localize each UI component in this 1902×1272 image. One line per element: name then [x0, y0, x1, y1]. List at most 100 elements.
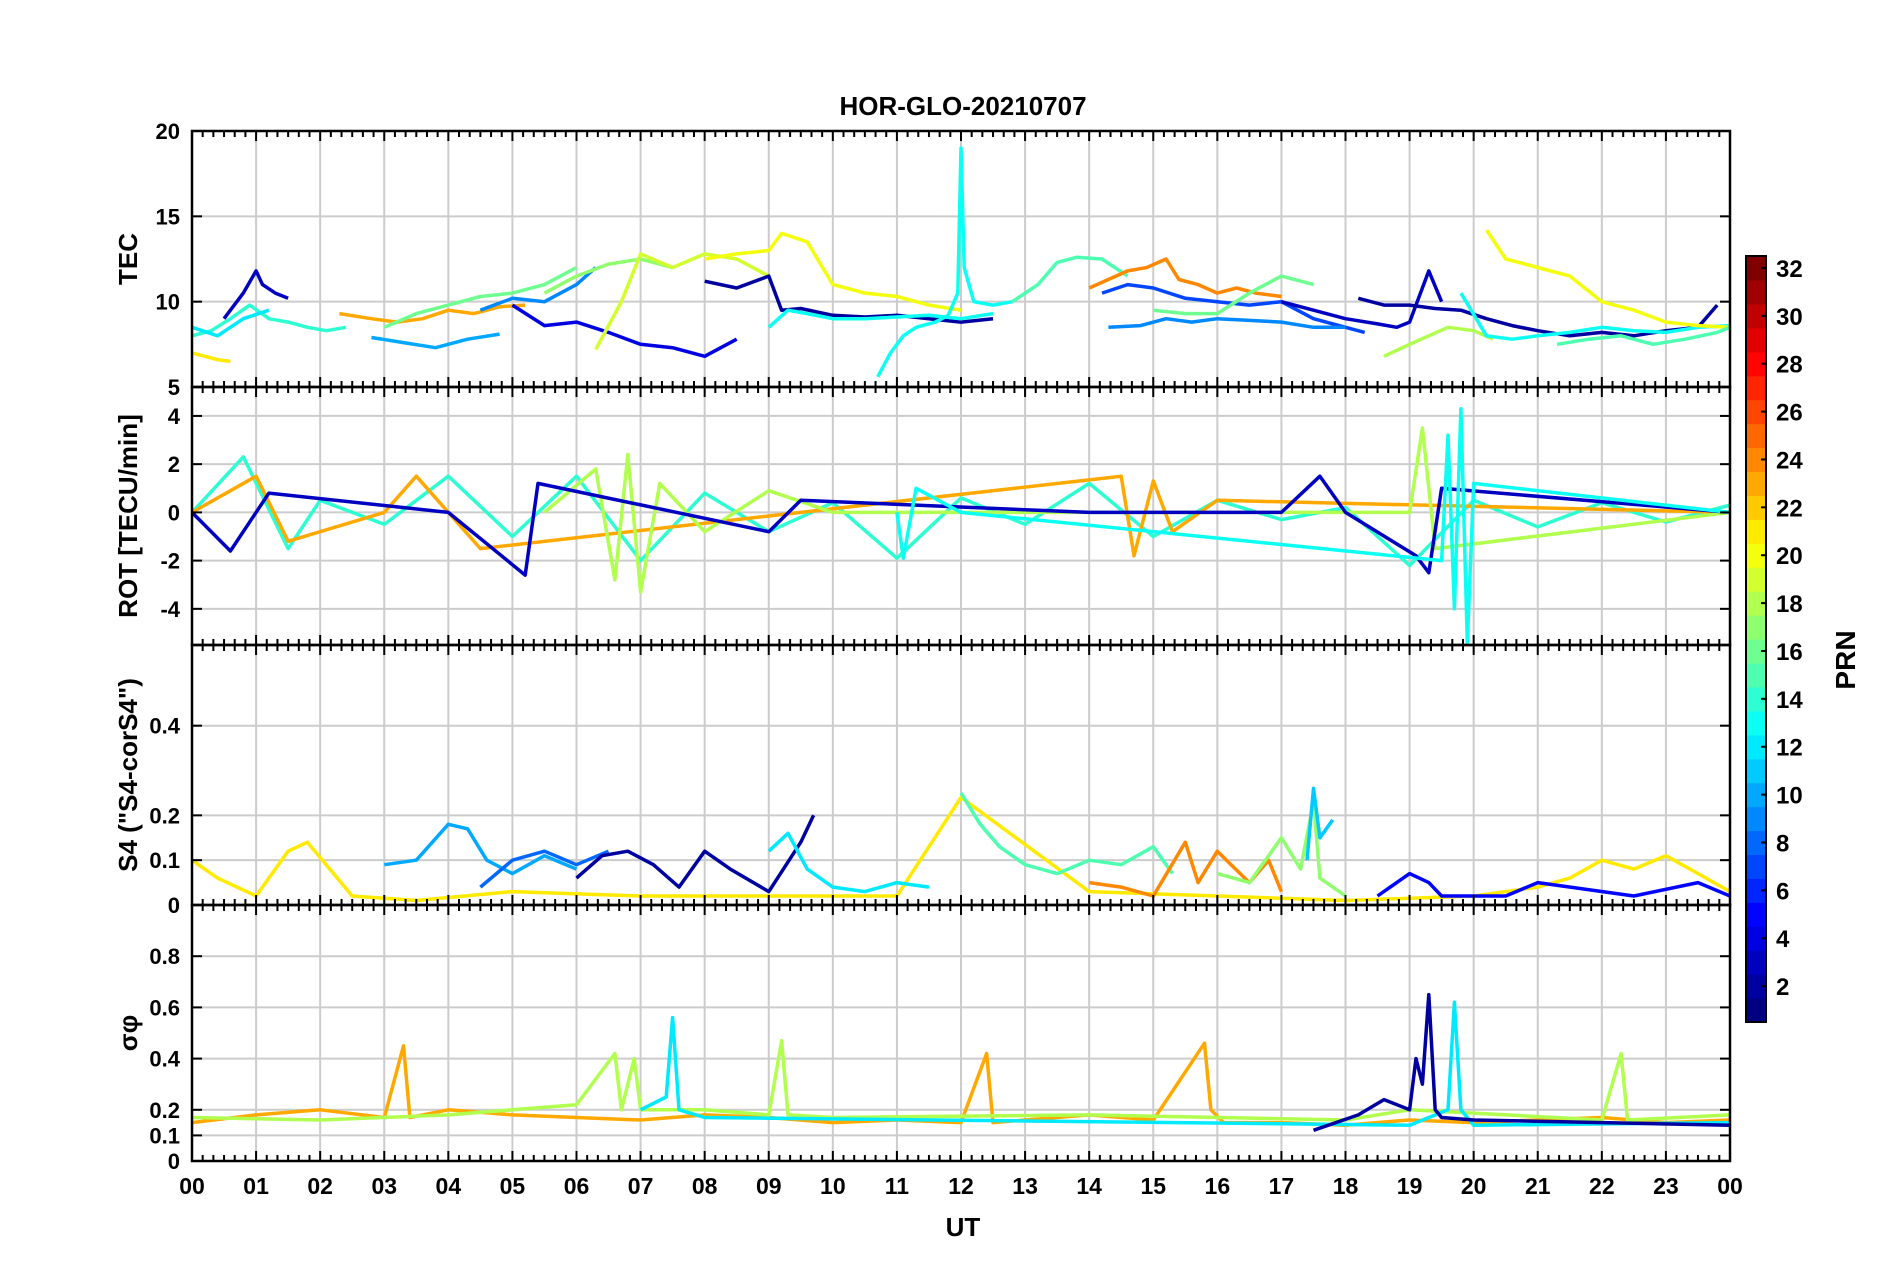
y-tick-label: 0.1: [149, 848, 180, 873]
y-axis-label: σφ: [113, 1015, 143, 1051]
series-line-prn-10: [371, 332, 500, 350]
y-tick-label: 0.4: [149, 1047, 180, 1072]
colorbar-tick-label: 20: [1776, 543, 1803, 570]
y-tick-label: 0: [168, 1149, 180, 1174]
series-line-prn-2: [1312, 992, 1730, 1132]
series-line-prn-13: [1459, 292, 1730, 341]
colorbar-segment: [1746, 375, 1766, 401]
y-axis-label: TEC: [113, 233, 143, 285]
x-axis-label: UT: [946, 1212, 981, 1242]
colorbar-segment: [1746, 543, 1766, 568]
series-line-prn-13: [876, 146, 1013, 378]
colorbar-segment: [1746, 782, 1766, 808]
colorbar-segment: [1746, 279, 1766, 305]
colorbar-segment: [1746, 854, 1766, 879]
y-tick-label: 10: [156, 290, 180, 315]
series-line-prn-9: [1108, 316, 1346, 330]
panel-tec: 5 10 15 20 TEC: [113, 119, 1732, 400]
series-line-prn-4: [511, 303, 738, 359]
series-line-prn-20: [1485, 229, 1730, 330]
colorbar-segment: [1746, 806, 1766, 832]
x-tick-label: 02: [307, 1173, 333, 1199]
series-line-prn-14: [192, 303, 347, 338]
colorbar-segment: [1746, 710, 1766, 736]
colorbar-tick-label: 22: [1776, 495, 1803, 522]
colorbar-tick-label: 12: [1776, 735, 1803, 762]
x-tick-label: 22: [1589, 1173, 1615, 1199]
colorbar-segment: [1746, 902, 1766, 927]
x-tick-label: 13: [1012, 1173, 1038, 1199]
series-line-prn-9: [479, 266, 597, 312]
y-tick-label: 2: [168, 452, 180, 477]
series-line-prn-17: [543, 257, 674, 295]
colorbar-tick-label: 14: [1776, 687, 1803, 714]
x-tick-label: 00: [179, 1173, 205, 1199]
colorbar-segment: [1746, 950, 1766, 975]
colorbar-segment: [1746, 998, 1766, 1023]
y-tick-label: -2: [160, 549, 180, 574]
x-tick-label: 12: [948, 1173, 974, 1199]
chart-title: HOR-GLO-20210707: [839, 91, 1086, 121]
series-line-prn-15: [1011, 255, 1129, 304]
colorbar-segment: [1746, 471, 1766, 496]
series-line-prn-3: [222, 269, 289, 320]
x-tick-label: 17: [1269, 1173, 1295, 1199]
x-tick-label: 07: [628, 1173, 654, 1199]
series-line-prn-16: [1153, 274, 1314, 316]
series-line-prn-24: [1088, 840, 1284, 898]
x-tick-label: 04: [436, 1173, 462, 1199]
colorbar-segment: [1746, 758, 1766, 784]
x-tick-label: 05: [500, 1173, 526, 1199]
colorbar-segment: [1746, 399, 1766, 425]
colorbar-tick-label: 4: [1776, 926, 1790, 953]
series-line-prn-13: [895, 406, 1730, 645]
colorbar-tick-label: 18: [1776, 591, 1803, 618]
colorbar-tick-label: 24: [1776, 447, 1803, 474]
colorbar-segment: [1746, 447, 1766, 473]
series-line-prn-12: [767, 831, 930, 894]
series-line-prn-21: [192, 795, 1730, 903]
series-line-prn-15: [1556, 325, 1730, 347]
x-tick-label: 14: [1076, 1173, 1102, 1199]
series-line-prn-5: [1376, 871, 1730, 898]
colorbar-segment: [1746, 662, 1766, 688]
colorbar-tick-label: 16: [1776, 639, 1803, 666]
colorbar-segment: [1746, 830, 1766, 856]
x-tick-label: 21: [1525, 1173, 1551, 1199]
series-line-prn-19: [594, 252, 770, 351]
x-tick-label: 20: [1461, 1173, 1487, 1199]
colorbar-frame: [1745, 255, 1767, 1023]
colorbar-segment: [1746, 615, 1766, 640]
series-line-prn-24: [1088, 257, 1282, 299]
colorbar-tick-label: 10: [1776, 783, 1803, 810]
y-tick-label: 0.2: [149, 1098, 180, 1123]
series-line-prn-18: [192, 1038, 1730, 1122]
x-tick-label: 06: [564, 1173, 590, 1199]
y-tick-label: 0: [168, 893, 180, 918]
x-tick-label: 03: [371, 1173, 397, 1199]
colorbar-segment: [1746, 878, 1766, 903]
colorbar-segment: [1746, 926, 1766, 951]
panel-s4: 0 0.1 0.2 0.4S4 ("S4-corS4"): [113, 643, 1732, 918]
y-tick-label: 4: [168, 404, 181, 429]
x-tick-label: 11: [885, 1173, 910, 1199]
colorbar-label: PRN: [1830, 630, 1861, 689]
y-tick-label: -4: [160, 597, 180, 622]
series-line-prn-23: [192, 474, 1730, 558]
series-group: [192, 992, 1730, 1132]
series-line-prn-17: [1216, 800, 1347, 898]
x-tick-label: 19: [1397, 1173, 1423, 1199]
colorbar-tick-label: 32: [1776, 256, 1803, 283]
colorbar-segment: [1746, 327, 1766, 353]
x-tick-label: 10: [820, 1173, 846, 1199]
series-group: [192, 786, 1730, 903]
y-tick-label: 0.8: [149, 944, 180, 969]
x-tick-labels: 00 01 02 03 04 05 06 07 08 09 10 11 12 13 14 15 16 17 18 19…: [179, 1173, 1743, 1199]
series-line-prn-20: [704, 231, 962, 312]
colorbar-segment: [1746, 567, 1766, 592]
colorbar-segment: [1746, 686, 1766, 712]
series-line-prn-18: [543, 426, 1730, 594]
